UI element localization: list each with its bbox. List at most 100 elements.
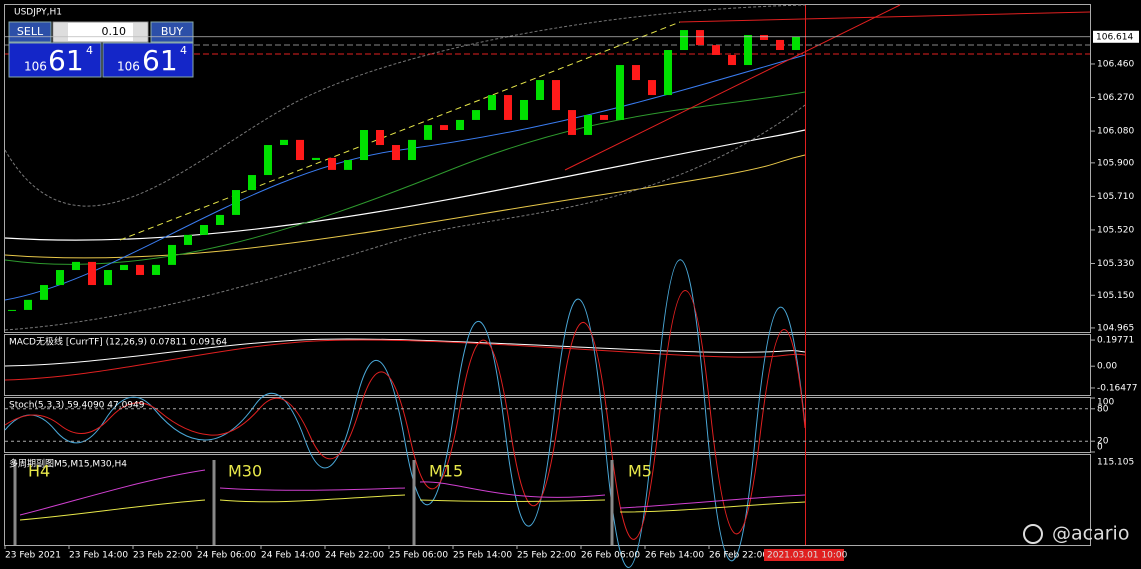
candle-body — [104, 270, 112, 286]
buy-price-big: 106 — [117, 60, 140, 74]
candle-body — [616, 65, 624, 120]
macd-signal — [4, 339, 806, 381]
y-tick-label: 106.460 — [1097, 59, 1134, 69]
trend-line — [679, 11, 1091, 23]
sell-label[interactable]: SELL — [17, 25, 44, 38]
y-tick-label: 100 — [1097, 398, 1114, 408]
watermark-icon — [1023, 524, 1043, 544]
candle-body — [728, 54, 736, 66]
candle-body — [584, 115, 592, 135]
frame-labels: H4 M30 M15 M5 — [28, 462, 652, 481]
y-tick-label: 104.965 — [1097, 323, 1134, 333]
x-tick-label: 25 Feb 06:00 — [389, 551, 448, 561]
stoch-frame — [4, 397, 1091, 453]
y-tick-label: 105.900 — [1097, 158, 1134, 168]
x-tick-label: 26 Feb 22:00 — [709, 551, 768, 561]
mini-ma — [619, 501, 806, 513]
macd-frame — [4, 334, 1091, 396]
mini-ma — [19, 469, 206, 516]
candle-body — [456, 119, 464, 131]
y-tick-label: 20 — [1097, 437, 1109, 447]
mtf-frame — [4, 454, 1091, 546]
candle-body — [376, 130, 384, 146]
candle-body — [120, 264, 128, 271]
ma-green — [4, 91, 806, 265]
frame-label: M15 — [429, 462, 463, 481]
lot-value: 0.10 — [102, 25, 127, 38]
macd-label: MACD无极线 [CurrTF] (12,26,9) 0.07811 0.091… — [9, 336, 227, 348]
trade-panel: SELL 0.10 BUY 106 61 4 106 61 4 — [8, 21, 194, 78]
candle-body — [344, 160, 352, 170]
x-tick-label: 25 Feb 22:00 — [517, 551, 576, 561]
candle-body — [568, 110, 576, 135]
candle-body — [520, 99, 528, 120]
candle-body — [472, 110, 480, 120]
bollinger-upper — [4, 4, 806, 207]
stoch-main — [4, 259, 806, 568]
y-tick-label: 80 — [1097, 404, 1109, 414]
candle-body — [8, 309, 16, 311]
current-price-label: 106.614 — [1096, 32, 1133, 42]
x-tick-label: 24 Feb 22:00 — [325, 551, 384, 561]
buy-price-box[interactable] — [102, 42, 194, 78]
candle-body — [216, 214, 224, 226]
trend-channel — [119, 21, 681, 241]
frame-label: H4 — [28, 462, 50, 481]
candle-body — [200, 225, 208, 235]
lot-up[interactable] — [133, 23, 147, 41]
x-tick-label: 23 Feb 22:00 — [133, 551, 192, 561]
candle-body — [360, 130, 368, 161]
mini-ma — [219, 494, 406, 503]
candle-body — [680, 30, 688, 51]
candle-body — [504, 95, 512, 120]
x-tick-label: 26 Feb 06:00 — [581, 551, 640, 561]
y-tick-label: 105.330 — [1097, 259, 1134, 269]
candle-body — [296, 139, 304, 161]
watermark: @acario — [1052, 523, 1129, 545]
sell-price-main: 61 — [48, 44, 84, 77]
y-tick-label: 106.270 — [1097, 93, 1134, 103]
ma-yellow — [4, 154, 806, 259]
y-tick-label: 0.00 — [1097, 362, 1117, 372]
mini-ma — [419, 499, 606, 502]
candle-body — [152, 264, 160, 275]
lot-down[interactable] — [54, 23, 68, 41]
candle-body — [168, 244, 176, 265]
candle-body — [392, 145, 400, 161]
x-tick-label: 24 Feb 06:00 — [197, 551, 256, 561]
candle-body — [776, 39, 784, 51]
candle-body — [552, 80, 560, 111]
candle-body — [696, 30, 704, 46]
buy-label[interactable]: BUY — [161, 25, 184, 38]
x-tick-label: 24 Feb 14:00 — [261, 551, 320, 561]
x-tick-label: 25 Feb 14:00 — [453, 551, 512, 561]
mini-ma — [619, 494, 806, 509]
current-price-box — [1093, 30, 1139, 43]
candle-body — [536, 80, 544, 100]
y-tick-label: -0.16477 — [1097, 383, 1137, 393]
candle-body — [88, 261, 96, 286]
candle-body — [24, 299, 32, 310]
candle-body — [792, 36, 800, 51]
buy-price-small: 4 — [180, 44, 187, 57]
candle-body — [312, 157, 320, 161]
x-tick-label: 23 Feb 2021 — [5, 551, 61, 561]
candle-body — [600, 115, 608, 120]
candle-body — [72, 261, 80, 271]
candle-body — [440, 125, 448, 131]
candle-body — [664, 50, 672, 96]
cursor-time-box — [764, 549, 844, 561]
x-tick-label: 23 Feb 14:00 — [69, 551, 128, 561]
y-tick-label: 106.080 — [1097, 127, 1134, 137]
candle-body — [56, 270, 64, 286]
x-tick-label: 26 Feb 14:00 — [645, 551, 704, 561]
frame-label: M5 — [628, 462, 652, 481]
candle-body — [264, 145, 272, 176]
cursor-time-label: 2021.03.01 10:00 — [767, 551, 848, 561]
y-tick-label: 105.520 — [1097, 225, 1134, 235]
frame-label: M30 — [228, 462, 262, 481]
candle-body — [248, 175, 256, 191]
sell-price-box[interactable] — [8, 42, 102, 78]
